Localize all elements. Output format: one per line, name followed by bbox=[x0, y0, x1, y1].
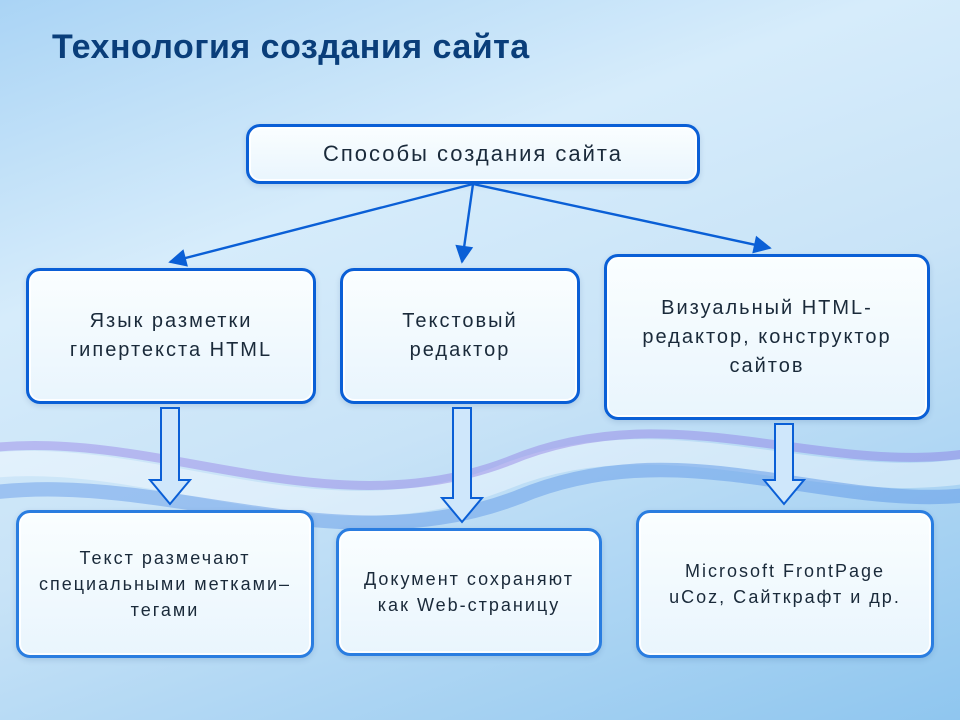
node-method-visual-editor: Визуальный HTML-редактор, конструктор са… bbox=[604, 254, 930, 420]
node-detail-software-list-text: Microsoft FrontPage uCoz, Сайткрафт и др… bbox=[653, 558, 917, 610]
node-detail-save-webpage-text: Документ сохраняют как Web-страницу bbox=[353, 566, 585, 618]
node-root-text: Способы создания сайта bbox=[263, 138, 683, 170]
node-detail-tags-text: Текст размечают специальными метками– те… bbox=[33, 545, 297, 623]
node-method-html: Язык разметки гипертекста HTML bbox=[26, 268, 316, 404]
node-detail-software-list: Microsoft FrontPage uCoz, Сайткрафт и др… bbox=[636, 510, 934, 658]
node-method-text-editor-text: Текстовый редактор bbox=[357, 307, 563, 365]
node-detail-save-webpage: Документ сохраняют как Web-страницу bbox=[336, 528, 602, 656]
slide-title: Технология создания сайта bbox=[52, 28, 530, 67]
node-detail-tags: Текст размечают специальными метками– те… bbox=[16, 510, 314, 658]
node-method-html-text: Язык разметки гипертекста HTML bbox=[43, 307, 299, 365]
node-method-visual-editor-text: Визуальный HTML-редактор, конструктор са… bbox=[621, 294, 913, 381]
node-method-text-editor: Текстовый редактор bbox=[340, 268, 580, 404]
node-root: Способы создания сайта bbox=[246, 124, 700, 184]
